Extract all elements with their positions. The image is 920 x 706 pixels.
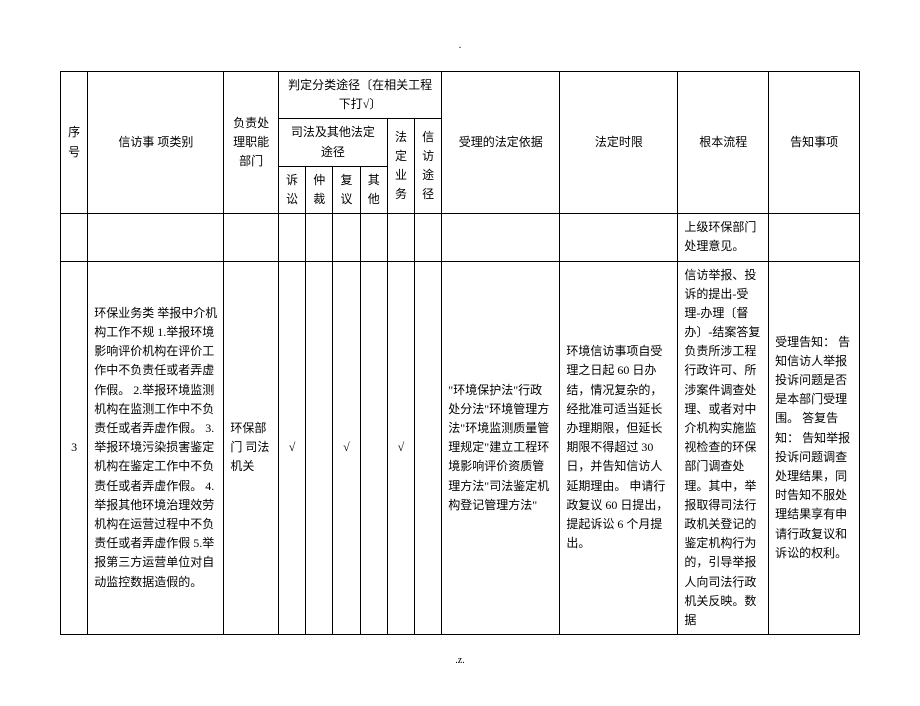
stub-process: 上级环保部门处理意见。	[678, 214, 769, 261]
cell-matter: 环保业务类 举报中介机构工作不规 1.举报环境影响评价机构在评价工作中不负责任或…	[88, 261, 224, 635]
header-other: 其他	[360, 166, 387, 213]
header-judicial-group: 司法及其他法定途径	[278, 119, 387, 166]
header-legal-business: 法定业务	[387, 119, 414, 214]
cell-arbitration	[306, 261, 333, 635]
petition-classification-table: 序号 信访事 项类别 负责处理职能部门 判定分类途径〔在相关工程下打√〕 受理的…	[60, 71, 860, 635]
header-dept: 负责处理职能部门	[224, 72, 278, 214]
header-notice: 告知事项	[769, 72, 860, 214]
header-litigation: 诉讼	[278, 166, 305, 213]
header-matter: 信访事 项类别	[88, 72, 224, 214]
cell-litigation: √	[278, 261, 305, 635]
table-row: 3 环保业务类 举报中介机构工作不规 1.举报环境影响评价机构在评价工作中不负责…	[61, 261, 860, 635]
cell-process: 信访举报、投诉的提出-受理-办理〔督办〕-结案答复 负责所涉工程行政许可、所涉案…	[678, 261, 769, 635]
cell-other	[360, 261, 387, 635]
cell-petition-route	[415, 261, 442, 635]
stub-legal-business	[387, 214, 414, 261]
cell-legal-basis: "环境保护法"行政处分法"环境管理方法"环境监测质量管理规定"建立工程环境影响评…	[442, 261, 560, 635]
stub-reconsider	[333, 214, 360, 261]
table-row-stub: 上级环保部门处理意见。	[61, 214, 860, 261]
cell-reconsider: √	[333, 261, 360, 635]
header-legal-basis: 受理的法定依据	[442, 72, 560, 214]
cell-legal-business: √	[387, 261, 414, 635]
stub-seq	[61, 214, 88, 261]
stub-legal-basis	[442, 214, 560, 261]
header-reconsider: 复议	[333, 166, 360, 213]
page-marker-top: .	[60, 40, 860, 51]
header-arbitration: 仲裁	[306, 166, 333, 213]
header-petition-route: 信访途径	[415, 119, 442, 214]
stub-other	[360, 214, 387, 261]
header-process: 根本流程	[678, 72, 769, 214]
cell-seq: 3	[61, 261, 88, 635]
stub-timelimit	[560, 214, 678, 261]
stub-dept	[224, 214, 278, 261]
stub-notice	[769, 214, 860, 261]
cell-timelimit: 环境信访事项自受理之日起 60 日办结，情况复杂的，经批准可适当延长办理期限，但…	[560, 261, 678, 635]
header-seq: 序号	[61, 72, 88, 214]
header-timelimit: 法定时限	[560, 72, 678, 214]
stub-matter	[88, 214, 224, 261]
stub-petition-route	[415, 214, 442, 261]
cell-notice: 受理告知： 告知信访人举报投诉问题是否是本部门受理围。 答复告知： 告知举报投诉…	[769, 261, 860, 635]
stub-litigation	[278, 214, 305, 261]
stub-arbitration	[306, 214, 333, 261]
header-judge-group: 判定分类途径〔在相关工程下打√〕	[278, 72, 441, 119]
cell-dept: 环保部门 司法机关	[224, 261, 278, 635]
page-marker-bottom: .z.	[60, 655, 860, 666]
